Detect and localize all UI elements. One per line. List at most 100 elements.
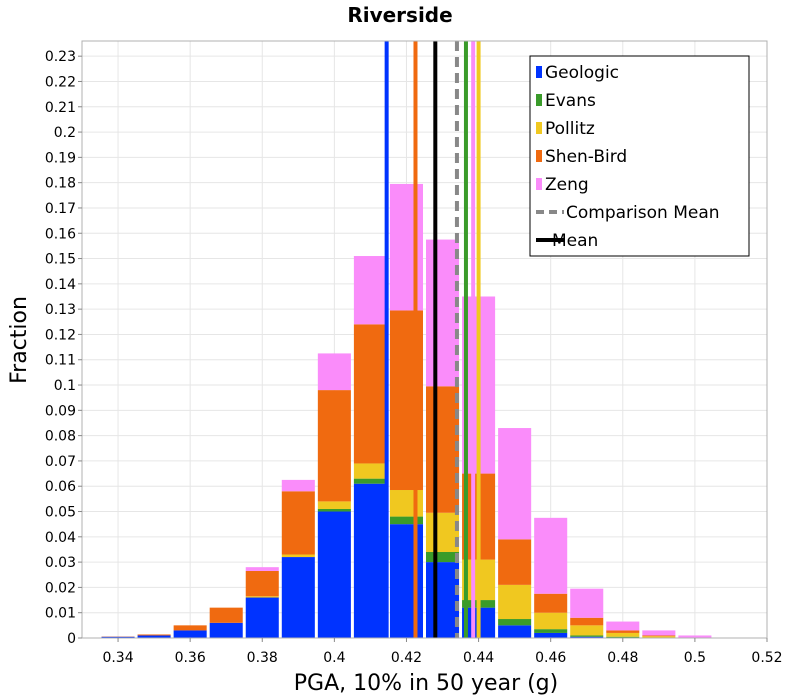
bar-shen-bird — [245, 570, 279, 597]
bar-geologic — [389, 524, 423, 638]
bar-shen-bird — [281, 491, 315, 555]
bar-shen-bird — [498, 539, 532, 585]
bar-zeng — [426, 239, 460, 387]
y-axis-title: Fraction — [7, 296, 32, 384]
bar-shen-bird — [209, 607, 243, 623]
bars-group — [101, 183, 712, 638]
legend-swatch — [536, 150, 542, 162]
y-tick-label: 0.2 — [54, 125, 76, 141]
y-tick-label: 0.16 — [45, 226, 76, 242]
y-tick-label: 0.13 — [45, 302, 76, 318]
y-tick-label: 0 — [67, 631, 76, 647]
y-tick-label: 0.04 — [45, 530, 76, 546]
bar-zeng — [534, 517, 568, 594]
legend-swatch — [536, 66, 542, 78]
bar-evans — [570, 635, 604, 637]
x-tick-label: 0.48 — [607, 650, 638, 666]
plot-frame — [81, 40, 768, 639]
x-tick-label: 0.36 — [175, 650, 206, 666]
legend-label: Geologic — [545, 63, 619, 83]
bar-pollitz — [281, 554, 315, 558]
y-tick-label: 0.01 — [45, 606, 76, 622]
y-tick-label: 0.07 — [45, 454, 76, 470]
bar-shen-bird — [173, 625, 207, 631]
bar-geologic — [173, 630, 207, 638]
bar-evans — [534, 629, 568, 633]
bar-zeng — [389, 183, 423, 311]
x-tick-label: 0.34 — [102, 650, 133, 666]
x-tick-label: 0.46 — [535, 650, 566, 666]
y-tick-label: 0.18 — [45, 176, 76, 192]
legend-label: Shen-Bird — [545, 147, 627, 167]
y-tick-label: 0.17 — [45, 201, 76, 217]
x-tick-label: 0.4 — [323, 650, 345, 666]
axes-group — [81, 40, 768, 639]
bar-pollitz — [426, 512, 460, 552]
bar-zeng — [678, 635, 712, 638]
bar-pollitz — [534, 612, 568, 630]
chart-title: Riverside — [347, 3, 452, 27]
bar-evans — [606, 636, 640, 638]
legend-swatch — [536, 122, 542, 134]
bar-evans — [389, 516, 423, 525]
y-tick-label: 0.19 — [45, 150, 76, 166]
bar-pollitz — [245, 596, 279, 598]
y-tick-label: 0.15 — [45, 252, 76, 268]
y-tick-label: 0.14 — [45, 277, 76, 293]
bar-evans — [498, 619, 532, 626]
bar-geologic — [245, 597, 279, 638]
x-tick-label: 0.38 — [247, 650, 278, 666]
bar-shen-bird — [534, 593, 568, 613]
bar-shen-bird — [353, 324, 387, 464]
legend-label: Comparison Mean — [566, 203, 720, 223]
bar-zeng — [317, 353, 351, 391]
bar-geologic — [137, 635, 171, 638]
legend-label: Mean — [552, 231, 598, 251]
bar-shen-bird — [426, 386, 460, 513]
bar-zeng — [570, 588, 604, 618]
x-tick-label: 0.42 — [391, 650, 422, 666]
y-tick-label: 0.09 — [45, 403, 76, 419]
bar-geologic — [209, 622, 243, 638]
bar-pollitz — [353, 463, 387, 479]
y-tick-label: 0.1 — [54, 378, 76, 394]
legend-label: Evans — [545, 91, 596, 111]
bar-pollitz — [317, 501, 351, 509]
bar-pollitz — [570, 625, 604, 636]
bar-zeng — [498, 428, 532, 540]
legend-label: Pollitz — [545, 119, 595, 139]
bar-zeng — [353, 256, 387, 325]
bar-pollitz — [642, 636, 676, 638]
y-tick-label: 0.05 — [45, 505, 76, 521]
bar-geologic — [498, 625, 532, 638]
bar-shen-bird — [570, 617, 604, 626]
y-tick-label: 0.22 — [45, 74, 76, 90]
bar-geologic — [353, 483, 387, 638]
bar-zeng — [642, 630, 676, 636]
bar-shen-bird — [642, 635, 676, 637]
x-tick-labels: 0.34 0.36 0.38 0.4 0.42 0.44 0.46 0.48 0.5 0.52 — [102, 638, 783, 666]
bar-pollitz — [498, 584, 532, 620]
y-tick-label: 0.11 — [45, 353, 76, 369]
mean-lines-group — [384, 41, 481, 638]
legend-label: Zeng — [545, 175, 589, 195]
legend-swatch — [536, 94, 542, 106]
bar-shen-bird — [317, 390, 351, 502]
bar-geologic — [426, 562, 460, 638]
bar-geologic — [570, 636, 604, 638]
bar-shen-bird — [606, 630, 640, 633]
legend-swatch — [536, 178, 542, 190]
bar-shen-bird — [137, 634, 171, 636]
y-tick-label: 0.06 — [45, 479, 76, 495]
bar-zeng — [281, 479, 315, 492]
y-tick-label: 0.03 — [45, 555, 76, 571]
bar-pollitz — [606, 632, 640, 637]
y-tick-label: 0.12 — [45, 327, 76, 343]
bar-evans — [426, 551, 460, 563]
bar-shen-bird — [389, 310, 423, 491]
legend-box — [529, 55, 750, 257]
bar-zeng — [606, 621, 640, 631]
bar-geologic — [534, 632, 568, 638]
x-tick-label: 0.5 — [684, 650, 706, 666]
